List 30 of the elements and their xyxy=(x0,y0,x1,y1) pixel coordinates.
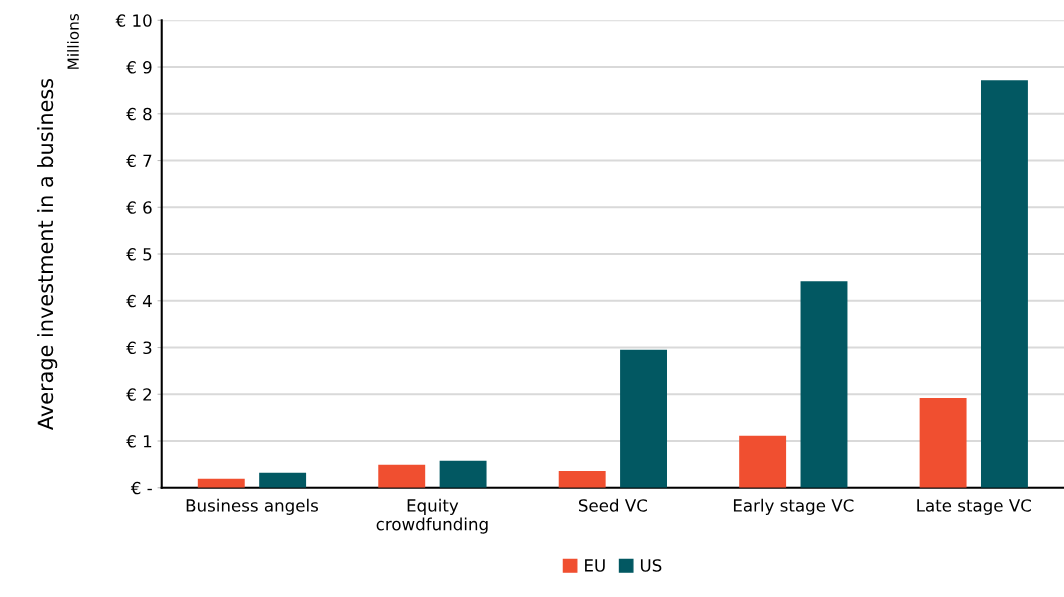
x-tick-label: Seed VC xyxy=(578,498,647,512)
bar xyxy=(800,281,848,488)
bar xyxy=(980,80,1028,488)
bar xyxy=(558,470,606,488)
y-tick-label: € 3 xyxy=(126,341,152,355)
legend-label: US xyxy=(640,559,662,572)
y-tick-label: € - xyxy=(130,481,152,495)
bar xyxy=(378,464,426,488)
text: Millions xyxy=(67,13,79,69)
y-tick-label: € 6 xyxy=(126,201,152,214)
y-tick-label: € 1 xyxy=(126,434,152,448)
bar xyxy=(439,460,487,488)
bar xyxy=(919,398,967,488)
y-tick-label: € 5 xyxy=(126,247,152,261)
bar xyxy=(259,472,307,488)
legend-label: EU xyxy=(585,559,605,572)
x-tick-label: Business angels xyxy=(186,498,318,515)
y-tick-label: € 4 xyxy=(126,294,152,308)
y-tick-label: € 10 xyxy=(115,14,152,27)
y-tick-label: € 2 xyxy=(126,388,152,401)
bar xyxy=(620,349,667,488)
y-tick-label: € 9 xyxy=(126,61,152,74)
y-tick-label: € 7 xyxy=(126,154,152,168)
x-tick-label: Early stage VC xyxy=(733,498,854,515)
bar xyxy=(739,435,787,488)
x-tick-label: Late stage VC xyxy=(917,499,1031,515)
bar xyxy=(197,478,245,488)
x-tick-label: Equity crowdfunding xyxy=(376,498,488,534)
y-axis-title: Average investment in a business xyxy=(37,78,58,430)
y-tick-label: € 8 xyxy=(126,107,152,121)
